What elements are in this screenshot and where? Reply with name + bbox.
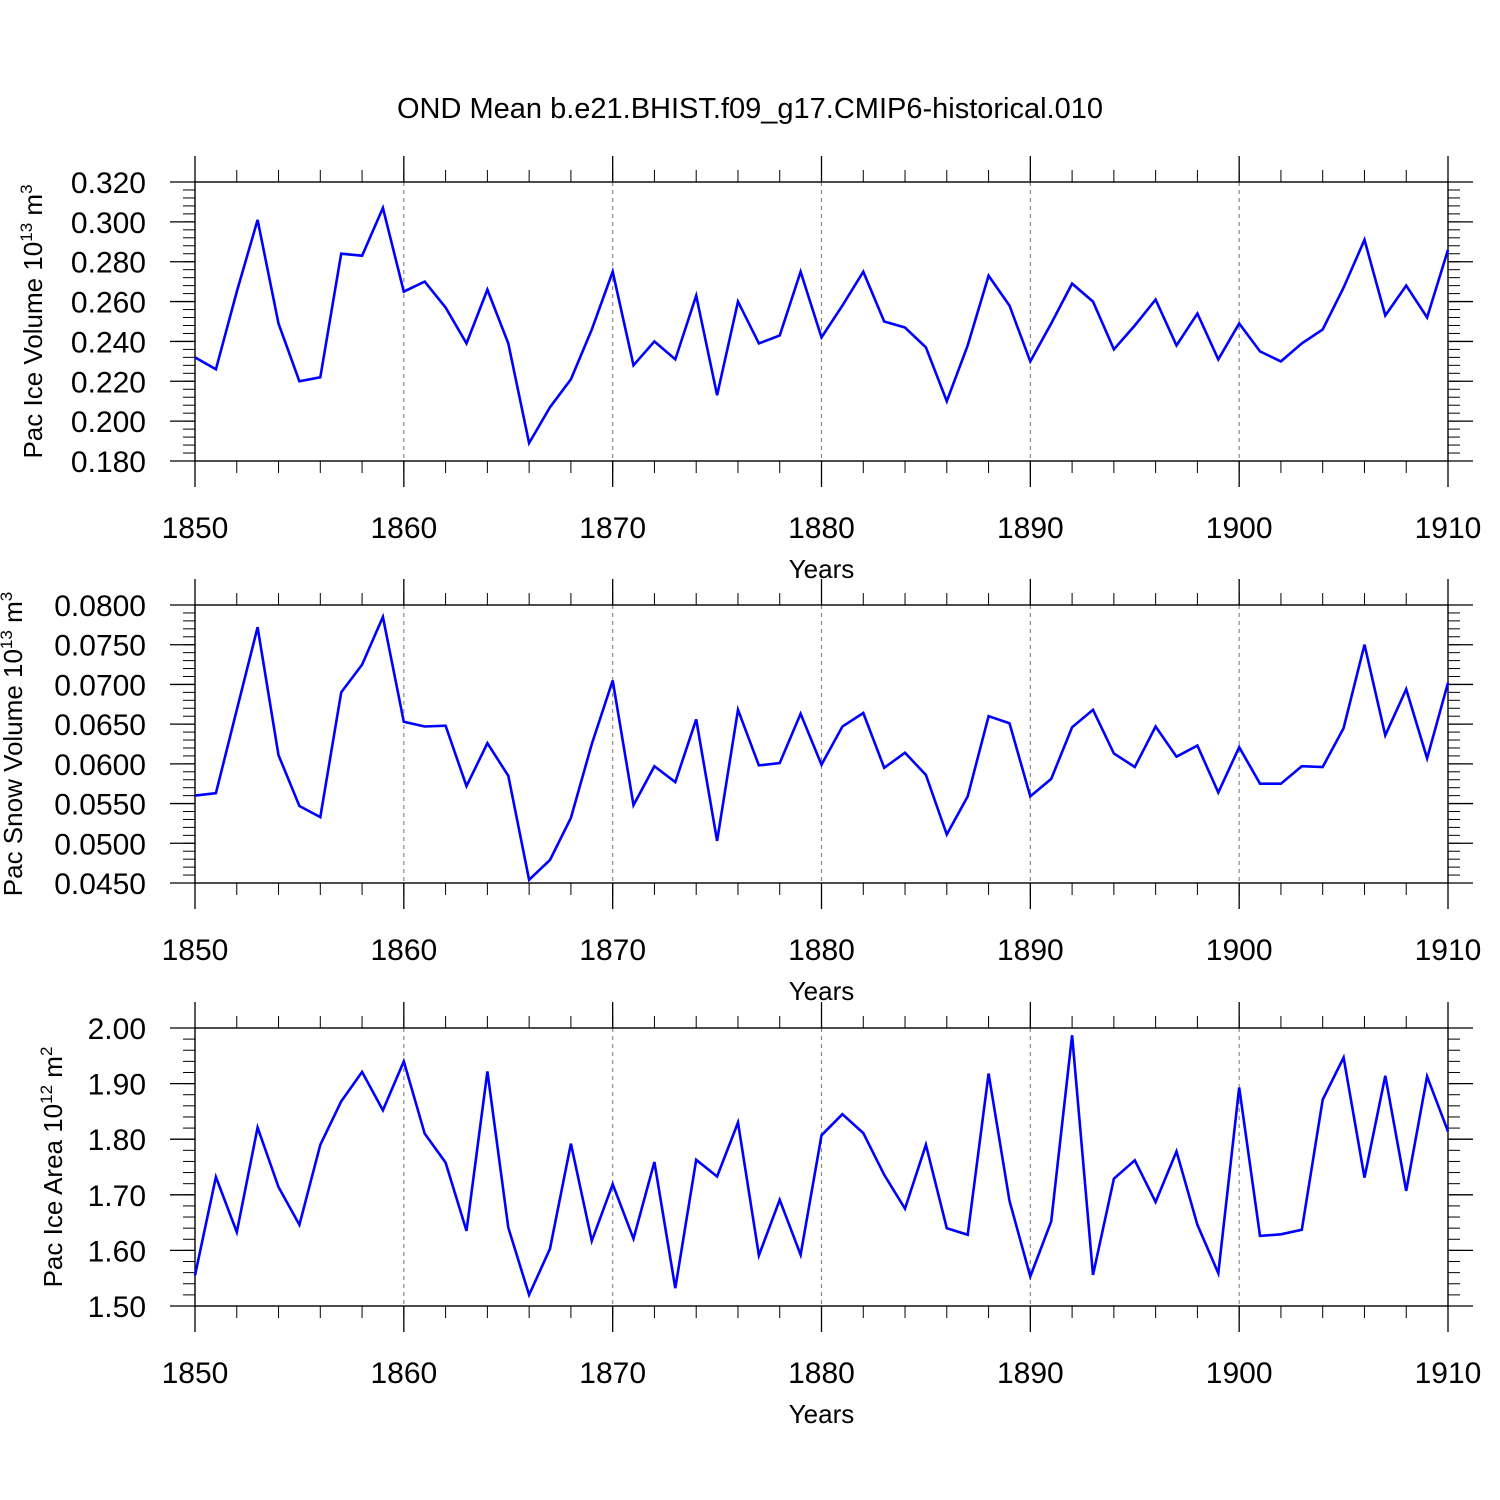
series-line <box>194 612 1450 883</box>
x-tick-label: 1880 <box>788 1357 855 1390</box>
x-tick-label: 1910 <box>1415 934 1482 967</box>
series-line <box>194 203 1450 447</box>
chart-title: OND Mean b.e21.BHIST.f09_g17.CMIP6-histo… <box>397 93 1103 125</box>
x-tick-label: 1850 <box>162 512 229 545</box>
y-tick-label: 0.0800 <box>54 590 146 623</box>
y-axis-label: Pac Ice Area 1012 m2 <box>37 1047 68 1288</box>
chart-panel-3: 1.50 1.60 1.70 1.80 1.90 2.00 1850 1860 1870 1880… <box>37 1002 1481 1429</box>
y-tick-label: 0.0650 <box>54 709 146 742</box>
y-tick-label: 0.180 <box>71 446 146 479</box>
x-tick-label: 1870 <box>579 934 646 967</box>
x-tick-label: 1870 <box>579 512 646 545</box>
y-tick-label: 1.70 <box>88 1180 146 1213</box>
x-tick-label: 1890 <box>997 934 1064 967</box>
y-tick-label: 0.260 <box>71 287 146 320</box>
x-tick-label: 1860 <box>370 934 437 967</box>
x-tick-label: 1860 <box>370 512 437 545</box>
y-tick-label: 2.00 <box>88 1013 146 1046</box>
y-tick-label: 0.0450 <box>54 868 146 901</box>
y-tick-label: 0.0700 <box>54 669 146 702</box>
x-tick-label: 1900 <box>1206 512 1273 545</box>
x-tick-label: 1850 <box>162 1357 229 1390</box>
chart-panel-2: 0.0450 0.0500 0.0550 0.0600 0.0650 0.0700 0.07… <box>0 579 1481 1006</box>
x-tick-label: 1910 <box>1415 512 1482 545</box>
y-tick-label: 0.300 <box>71 207 146 240</box>
y-tick-label: 1.80 <box>88 1124 146 1157</box>
plot-frame <box>194 181 1449 462</box>
plot-frame <box>194 1027 1449 1307</box>
y-tick-label: 0.320 <box>71 167 146 200</box>
y-tick-label: 1.50 <box>88 1291 146 1324</box>
x-tick-label: 1900 <box>1206 1357 1273 1390</box>
x-tick-label: 1850 <box>162 934 229 967</box>
x-tick-label: 1900 <box>1206 934 1273 967</box>
y-axis-label: Pac Ice Volume 1013 m3 <box>17 184 48 458</box>
y-tick-label: 0.0750 <box>54 630 146 663</box>
y-tick-label: 1.60 <box>88 1235 146 1268</box>
y-tick-label: 0.240 <box>71 326 146 359</box>
y-tick-label: 0.220 <box>71 366 146 399</box>
y-tick-label: 0.200 <box>71 406 146 439</box>
y-tick-label: 0.0500 <box>54 828 146 861</box>
plot-frame <box>194 604 1449 884</box>
y-tick-label: 0.280 <box>71 247 146 280</box>
chart-panel-1: 0.180 0.200 0.220 0.240 0.260 0.280 0.300 0.320… <box>17 156 1481 584</box>
x-tick-label: 1890 <box>997 1357 1064 1390</box>
y-tick-label: 0.0550 <box>54 789 146 822</box>
y-tick-label: 0.0600 <box>54 749 146 782</box>
x-tick-label: 1880 <box>788 934 855 967</box>
x-axis-label: Years <box>789 1399 855 1429</box>
x-tick-label: 1880 <box>788 512 855 545</box>
chart-panels: 0.180 0.200 0.220 0.240 0.260 0.280 0.300 0.320… <box>0 156 1481 1429</box>
x-tick-label: 1870 <box>579 1357 646 1390</box>
x-tick-label: 1860 <box>370 1357 437 1390</box>
y-axis-label: Pac Snow Volume 1013 m3 <box>0 592 28 896</box>
x-tick-label: 1910 <box>1415 1357 1482 1390</box>
x-tick-label: 1890 <box>997 512 1064 545</box>
y-tick-label: 1.90 <box>88 1069 146 1102</box>
x-axis-label: Years <box>789 976 855 1006</box>
series-line <box>193 1035 1450 1299</box>
